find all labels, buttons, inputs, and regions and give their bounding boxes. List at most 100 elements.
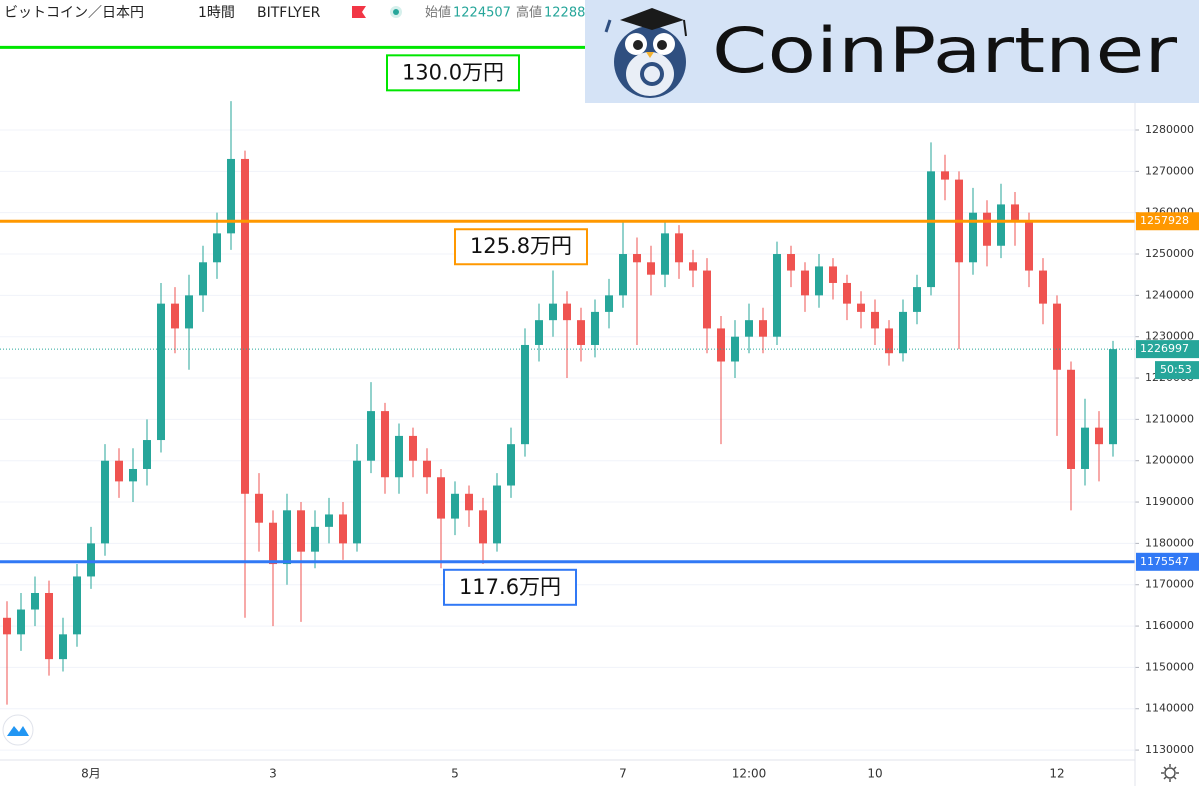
y-tick-label: 1140000: [1145, 702, 1194, 715]
price-tag: [1136, 552, 1199, 571]
header-bar: [0, 0, 585, 26]
candle-body: [969, 212, 977, 263]
y-tick-label: 1170000: [1145, 578, 1194, 591]
candle-body: [787, 254, 795, 271]
candle-body: [661, 233, 669, 275]
logo-panel: CoinPartner: [585, 0, 1199, 103]
candle-body: [339, 514, 347, 544]
candle-body: [269, 522, 277, 565]
candle-body: [3, 617, 11, 635]
candle-body: [157, 303, 165, 441]
candle-body: [843, 282, 851, 304]
candle-body: [325, 514, 333, 527]
candle-body: [101, 460, 109, 544]
status-dot: [393, 9, 399, 15]
y-tick-label: 1190000: [1145, 495, 1194, 508]
level-label: 130.0万円: [402, 60, 504, 84]
x-tick-label: 5: [451, 767, 459, 781]
candle-body: [1109, 349, 1117, 445]
candle-body: [381, 411, 389, 478]
candle-body: [717, 328, 725, 362]
y-tick-label: 1150000: [1145, 660, 1194, 673]
candle-body: [437, 477, 445, 519]
y-tick-label: 1130000: [1145, 743, 1194, 756]
candle-body: [689, 262, 697, 271]
candle-body: [983, 212, 991, 246]
candle-body: [465, 493, 473, 511]
plot-area: 1130000 1140000 1150000 1160000 1170000 11800…: [0, 38, 1199, 781]
candle-body: [801, 270, 809, 296]
candle-body: [633, 254, 641, 263]
candle-body: [1053, 303, 1061, 370]
x-tick-label: 7: [619, 767, 627, 781]
candle-body: [927, 171, 935, 288]
price-tag-label: 1175547: [1140, 555, 1189, 568]
candle-body: [1011, 204, 1019, 221]
candle-body: [31, 592, 39, 610]
candle-body: [297, 510, 305, 552]
candle-body: [815, 266, 823, 296]
candle-body: [619, 254, 627, 296]
candle-body: [507, 444, 515, 486]
high-value: 12288: [544, 6, 585, 21]
price-tag-label: 1257928: [1140, 214, 1189, 227]
candle-body: [171, 303, 179, 329]
countdown-label: 50:53: [1160, 363, 1192, 376]
candle-body: [241, 158, 249, 494]
level-label-box: [454, 228, 588, 266]
y-tick-label: 1250000: [1145, 247, 1194, 260]
level-label-box: [443, 568, 577, 606]
tv-logo: [2, 714, 34, 746]
candle-body: [745, 320, 753, 337]
candle-body: [87, 543, 95, 577]
candle-body: [353, 460, 361, 544]
logo-text: CoinPartner: [712, 14, 1178, 87]
candle-body: [759, 320, 767, 337]
candle-body: [129, 468, 137, 482]
candle-body: [227, 158, 235, 234]
candle-body: [1067, 369, 1075, 469]
x-tick-label: 10: [867, 767, 882, 781]
candle-body: [535, 320, 543, 345]
candle-body: [213, 233, 221, 263]
candle-body: [703, 270, 711, 329]
candle-body: [423, 460, 431, 478]
candle-body: [311, 526, 319, 552]
exchange: BITFLYER: [257, 5, 321, 21]
level-label: 117.6万円: [459, 575, 561, 599]
candle-body: [255, 493, 263, 523]
y-tick-label: 1280000: [1145, 123, 1194, 136]
candle-body: [1025, 220, 1033, 271]
open-label: 始値: [425, 5, 451, 21]
candle-body: [773, 254, 781, 337]
candle-body: [857, 303, 865, 312]
high-label: 高値: [516, 5, 542, 21]
candle-body: [143, 440, 151, 469]
candle-body: [563, 303, 571, 321]
y-tick-label: 1240000: [1145, 288, 1194, 301]
level-label-box: [386, 54, 520, 92]
flag-icon: [352, 6, 366, 18]
y-tick-label: 1210000: [1145, 412, 1194, 425]
x-tick-label: 12: [1049, 767, 1064, 781]
candle-body: [115, 460, 123, 482]
candle-body: [913, 287, 921, 312]
candle-body: [605, 295, 613, 312]
candle-body: [577, 320, 585, 345]
candle-body: [283, 510, 291, 565]
y-tick-label: 1200000: [1145, 454, 1194, 467]
candle-body: [1039, 270, 1047, 304]
price-tag: [1136, 212, 1199, 231]
x-tick-label: 8月: [81, 767, 101, 781]
candle-body: [73, 576, 81, 635]
candle-body: [941, 171, 949, 180]
candle-body: [885, 328, 893, 354]
candle-body: [647, 262, 655, 275]
candle-body: [591, 311, 599, 345]
symbol: ビットコイン／日本円: [4, 5, 144, 21]
candle-body: [479, 510, 487, 544]
candle-body: [395, 435, 403, 478]
y-tick-label: 1180000: [1145, 536, 1194, 549]
